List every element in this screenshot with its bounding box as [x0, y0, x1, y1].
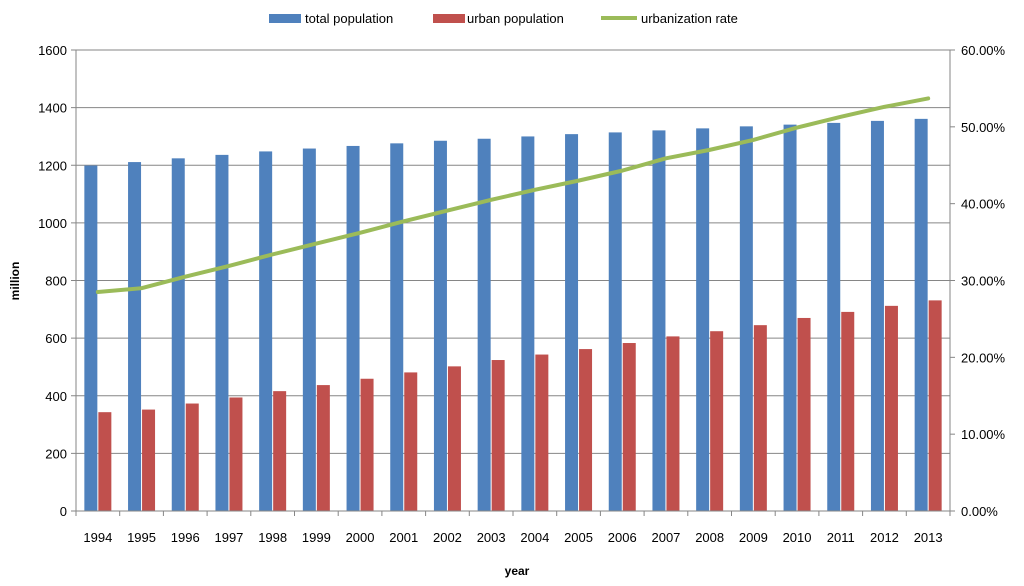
legend-swatch-total-population: [269, 14, 301, 23]
x-tick-label: 2011: [827, 530, 855, 545]
y-axis-title: million: [8, 262, 22, 301]
bar-total-population: [346, 145, 360, 511]
bar-total-population: [302, 148, 316, 511]
bar-urban-population: [404, 372, 418, 511]
legend: total population urban population urbaniza…: [269, 11, 738, 26]
bar-urban-population: [142, 409, 156, 511]
legend-label: urban population: [467, 11, 564, 26]
bar-urban-population: [710, 331, 724, 511]
bar-total-population: [696, 128, 710, 511]
x-tick-label: 2000: [346, 530, 375, 545]
y2-tick-labels: 0.00% 10.00% 20.00% 30.00% 40.00% 50.00% 60.00…: [961, 43, 1006, 519]
x-tick-label: 2012: [870, 530, 899, 545]
bar-urban-population: [360, 378, 374, 511]
x-tick-label: 2004: [520, 530, 549, 545]
bar-urban-population: [753, 325, 767, 511]
bar-total-population: [870, 120, 884, 511]
y-tick-label: 800: [45, 274, 67, 289]
x-tick-label: 2003: [477, 530, 506, 545]
y2-tick-label: 60.00%: [961, 43, 1006, 58]
axes: [71, 49, 955, 516]
bar-total-population: [521, 136, 535, 511]
legend-label: total population: [305, 11, 393, 26]
bar-urban-population: [884, 305, 898, 511]
y2-tick-label: 0.00%: [961, 504, 998, 519]
y2-tick-label: 50.00%: [961, 120, 1006, 135]
y-tick-label: 400: [45, 389, 67, 404]
y2-tick-label: 10.00%: [961, 427, 1006, 442]
bars: [84, 118, 942, 512]
y2-tick-label: 30.00%: [961, 274, 1006, 289]
bar-urban-population: [622, 343, 636, 511]
bar-urban-population: [666, 336, 680, 511]
x-tick-label: 1998: [258, 530, 287, 545]
bar-total-population: [215, 154, 229, 511]
y2-tick-label: 40.00%: [961, 197, 1006, 212]
bar-total-population: [84, 165, 98, 511]
bar-urban-population: [273, 391, 287, 511]
x-tick-label: 2005: [564, 530, 593, 545]
x-tick-labels: 1994 1995 1996 1997 1998 1999 2000 2001 2002 2003…: [83, 530, 942, 545]
bar-urban-population: [535, 354, 549, 511]
y-tick-label: 1000: [38, 216, 67, 231]
bar-total-population: [477, 138, 491, 511]
bar-total-population: [827, 122, 841, 511]
x-tick-label: 1996: [171, 530, 200, 545]
bar-urban-population: [98, 412, 112, 511]
bar-total-population: [652, 130, 666, 511]
x-tick-label: 2006: [608, 530, 637, 545]
bar-total-population: [914, 118, 928, 511]
y-tick-label: 1600: [38, 43, 67, 58]
bar-total-population: [783, 124, 797, 511]
x-tick-label: 2002: [433, 530, 462, 545]
y-tick-label: 200: [45, 446, 67, 461]
x-tick-label: 2010: [783, 530, 812, 545]
bar-urban-population: [491, 360, 505, 511]
bar-urban-population: [316, 385, 330, 511]
legend-swatch-urban-population: [433, 14, 465, 23]
x-tick-label: 2008: [695, 530, 724, 545]
bar-urban-population: [797, 317, 811, 511]
bar-total-population: [565, 134, 579, 511]
bar-urban-population: [841, 311, 855, 511]
bar-urban-population: [185, 403, 199, 511]
bar-total-population: [171, 158, 185, 511]
x-tick-label: 2009: [739, 530, 768, 545]
y-tick-label: 1400: [38, 101, 67, 116]
legend-label: urbanization rate: [641, 11, 738, 26]
bar-urban-population: [928, 300, 942, 511]
x-tick-label: 2013: [914, 530, 943, 545]
bar-total-population: [259, 151, 273, 512]
bar-urban-population: [579, 349, 593, 511]
x-tick-label: 1995: [127, 530, 156, 545]
y-tick-label: 0: [60, 504, 67, 519]
urbanization-rate-line: [95, 96, 931, 295]
x-tick-label: 1999: [302, 530, 331, 545]
y2-tick-label: 20.00%: [961, 350, 1006, 365]
x-tick-label: 2007: [651, 530, 680, 545]
bar-total-population: [608, 132, 622, 511]
bar-urban-population: [229, 397, 243, 511]
y-tick-labels: 0 200 400 600 800 1000 1200 1400 1600: [38, 43, 67, 519]
bar-urban-population: [447, 366, 461, 511]
y-tick-label: 600: [45, 331, 67, 346]
gridlines: [76, 49, 950, 454]
bar-total-population: [739, 126, 753, 512]
x-tick-label: 1997: [214, 530, 243, 545]
x-axis-title: year: [505, 564, 530, 578]
x-tick-label: 2001: [389, 530, 418, 545]
bar-total-population: [433, 140, 447, 511]
rate-line-group: [95, 96, 931, 295]
y-tick-label: 1200: [38, 158, 67, 173]
bar-total-population: [128, 162, 142, 511]
bar-total-population: [390, 143, 404, 512]
x-tick-label: 1994: [83, 530, 112, 545]
